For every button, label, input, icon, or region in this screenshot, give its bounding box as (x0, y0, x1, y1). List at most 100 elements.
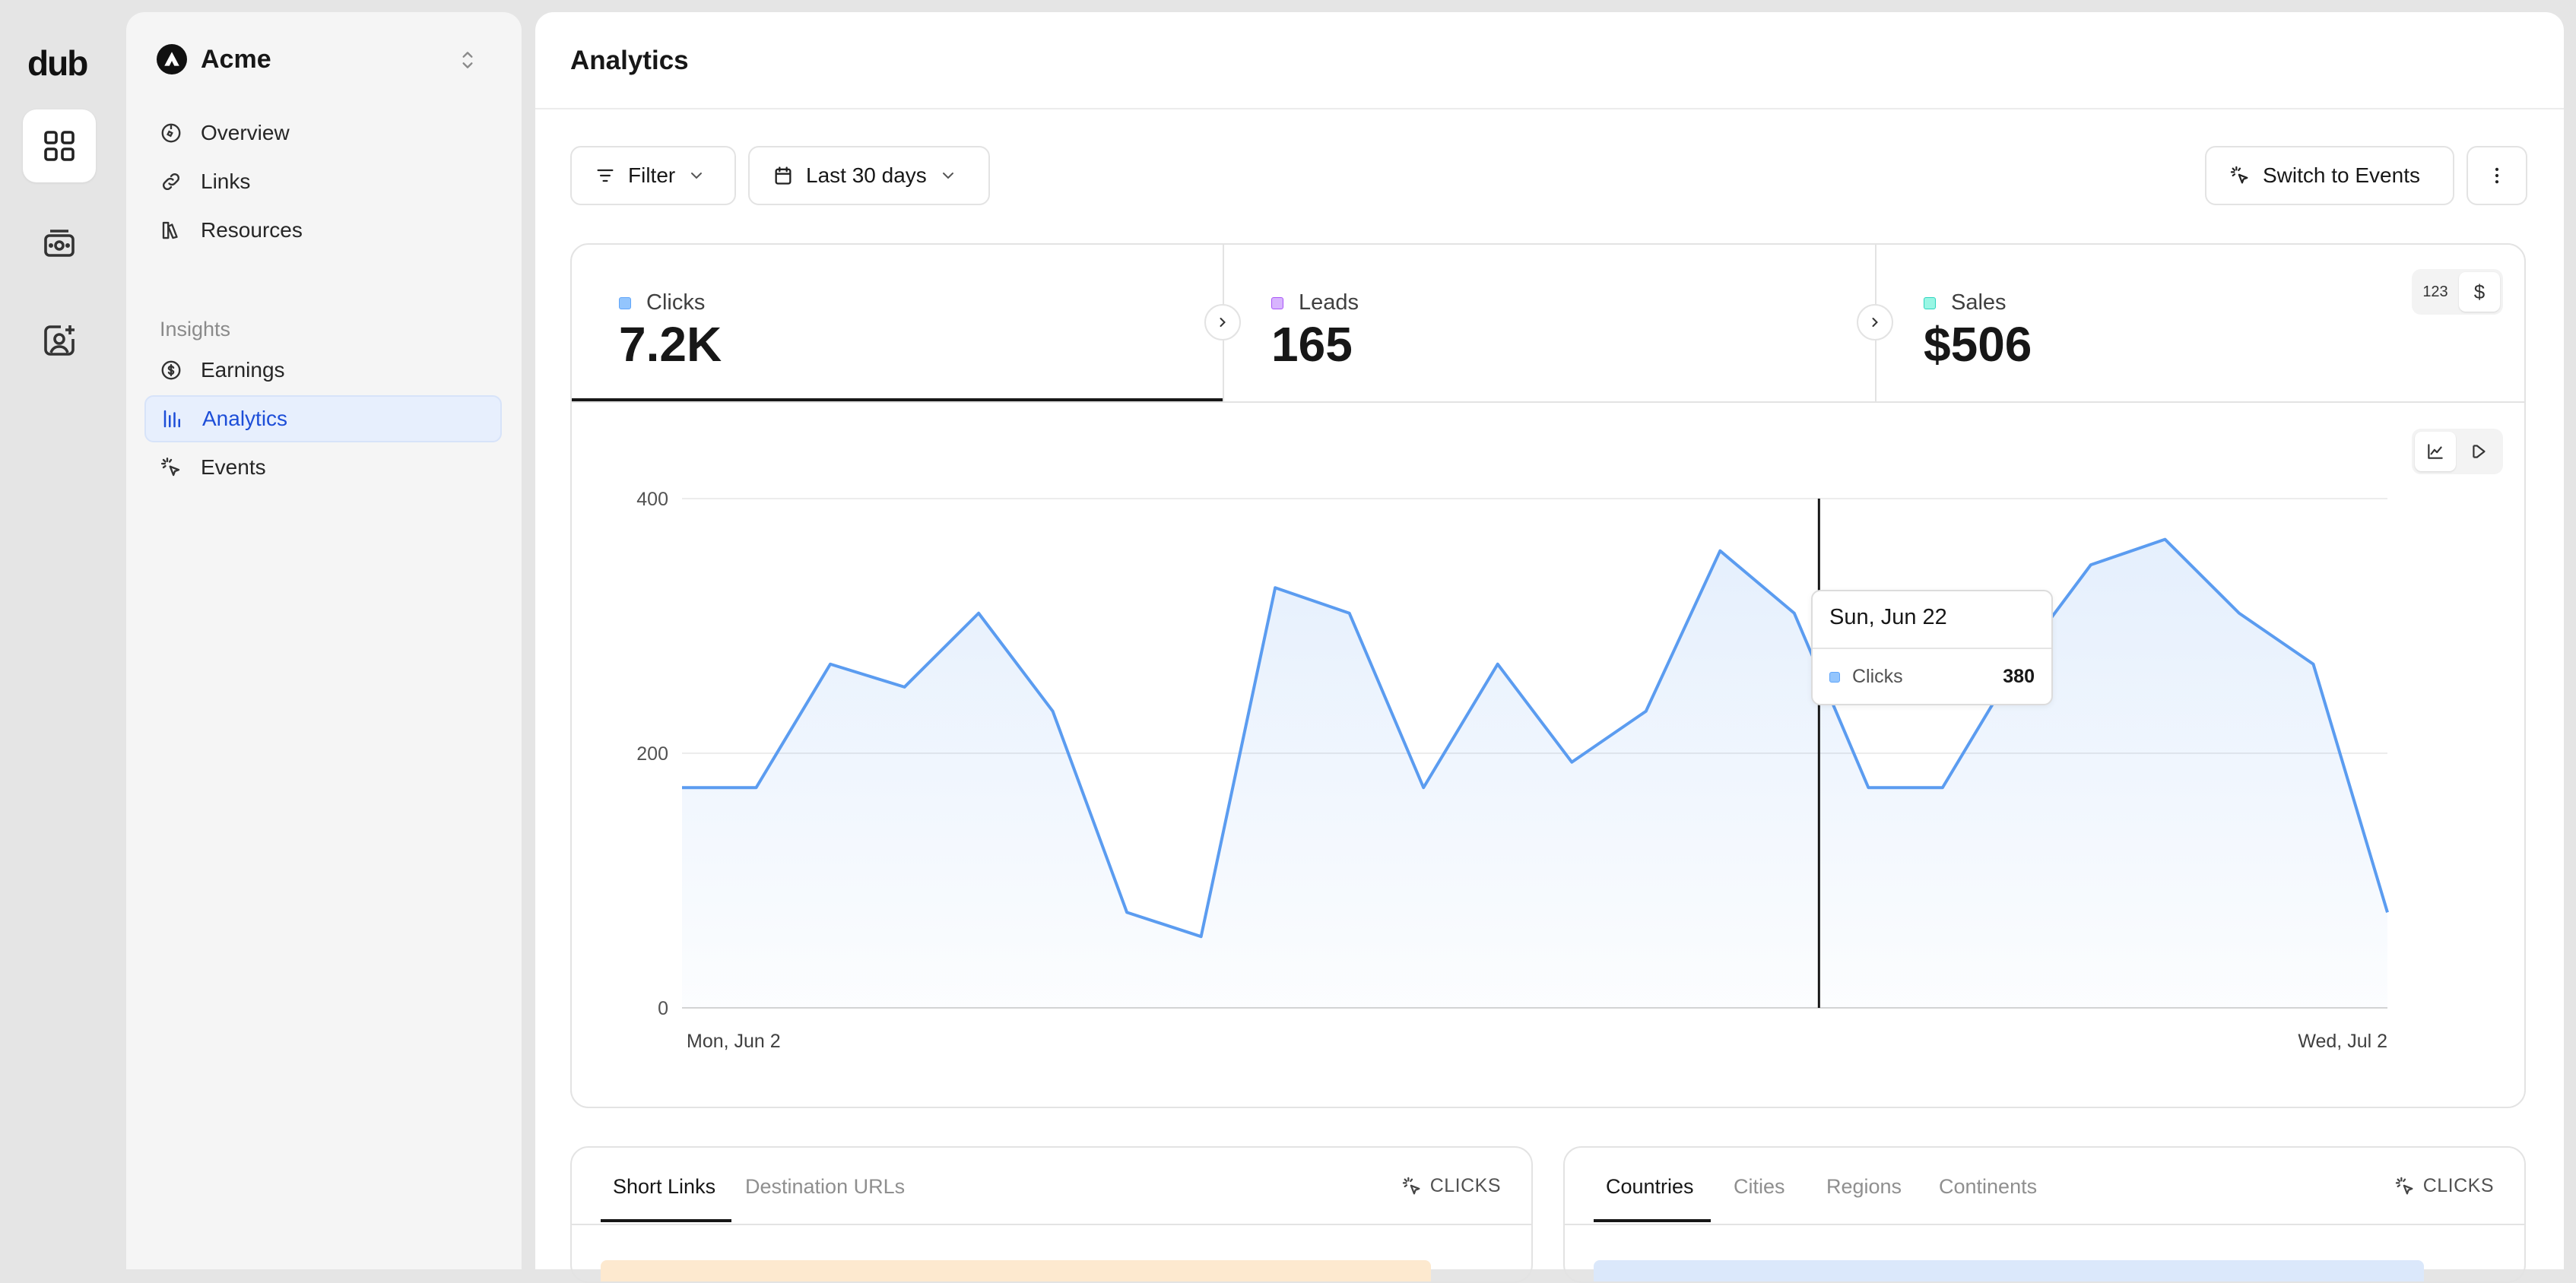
tooltip-value: 380 (2003, 666, 2035, 687)
tab-cities[interactable]: Cities (1734, 1175, 1785, 1198)
tab-regions[interactable]: Regions (1826, 1175, 1902, 1198)
clicks-swatch (619, 296, 631, 309)
date-range-picker[interactable]: Last 30 days (748, 146, 990, 205)
tab-destination-urls[interactable]: Destination URLs (745, 1175, 906, 1198)
stat-value-sales: $506 (1924, 317, 2032, 372)
filter-label: Filter (628, 163, 676, 187)
x-tick-label: Wed, Jul 2 (2298, 1031, 2387, 1052)
dub-logo[interactable]: dub (27, 43, 88, 83)
rail-profile-button[interactable] (23, 304, 96, 377)
tooltip-row: Clicks 380 (1829, 666, 2035, 688)
rail-programs-button[interactable] (23, 109, 96, 182)
calendar-icon (775, 166, 792, 185)
sidebar-item-links[interactable]: Links (144, 158, 502, 205)
filter-icon (597, 169, 614, 182)
link-icon (158, 169, 184, 195)
compass-icon (158, 120, 184, 146)
acme-logo-icon (164, 52, 179, 66)
stat-label-row: Clicks (619, 290, 705, 315)
series-line-clicks[interactable] (682, 537, 2389, 939)
metric-indicator[interactable]: CLICKS (2394, 1175, 2494, 1197)
unit-toggle-count[interactable]: 123 (2422, 283, 2448, 300)
line-chart-icon (2428, 444, 2443, 459)
chevron-updown-icon[interactable] (458, 49, 477, 75)
tooltip-series: Clicks (1852, 666, 1903, 687)
unit-toggle: 123 $ (2412, 269, 2503, 315)
resources-icon (158, 217, 184, 243)
tooltip-date: Sun, Jun 22 (1829, 605, 1947, 629)
metric-label: CLICKS (1429, 1175, 1501, 1196)
y-tick-label: 0 (658, 998, 668, 1019)
sidebar-item-label: Overview (201, 121, 290, 144)
top-links-card: Short Links Destination URLs CLICKS (570, 1146, 1533, 1283)
more-vertical-icon (2495, 167, 2499, 184)
leads-swatch (1271, 296, 1283, 309)
active-tab-underline (572, 398, 1223, 401)
list-item-bar[interactable] (601, 1260, 1431, 1281)
page-header: Analytics (535, 12, 2564, 109)
more-options-button[interactable] (2467, 146, 2527, 205)
funnel-icon (2473, 445, 2486, 458)
tab-leads[interactable]: Leads 165 (1224, 245, 1875, 401)
sidebar-item-resources[interactable]: Resources (144, 207, 502, 254)
rail-payouts-button[interactable] (23, 207, 96, 280)
stat-label-row: Sales (1924, 290, 2007, 315)
tab-sales[interactable]: Sales $506 (1876, 245, 2524, 401)
series-area-clicks (682, 539, 2387, 1008)
bar-chart-icon (160, 406, 186, 432)
switch-to-events-button[interactable]: Switch to Events (2205, 146, 2454, 205)
next-metric-button[interactable] (1204, 304, 1241, 341)
sidebar-item-earnings[interactable]: Earnings (144, 347, 502, 394)
workspace-switcher[interactable]: Acme (157, 44, 271, 74)
cursor-rays-icon (1402, 1177, 1420, 1194)
workspace-name: Acme (201, 44, 271, 74)
dollar-circle-icon (158, 357, 184, 383)
user-add-icon (44, 325, 75, 356)
tab-continents[interactable]: Continents (1939, 1175, 2038, 1198)
stat-value-clicks: 7.2K (619, 317, 722, 372)
metric-indicator[interactable]: CLICKS (1401, 1175, 1501, 1197)
clicks-area-chart[interactable]: 400 200 0 Mon, Jun 2 Wed, Jul 2 (572, 245, 2524, 1107)
money-icon (44, 230, 75, 257)
tab-clicks[interactable]: Clicks 7.2K (572, 245, 1223, 401)
unit-toggle-currency[interactable]: $ (2459, 272, 2500, 312)
main-panel: Analytics Filter Last 30 days Switch to … (535, 12, 2564, 1283)
y-tick-label: 400 (636, 489, 668, 510)
sidebar: Acme Overview Links Resources Insights E… (126, 12, 522, 1269)
stat-label-row: Leads (1271, 290, 1359, 315)
stat-value-leads: 165 (1271, 317, 1353, 372)
divider (572, 401, 2524, 403)
switch-to-events-label: Switch to Events (2263, 163, 2420, 187)
page-title: Analytics (570, 46, 689, 75)
sidebar-item-overview[interactable]: Overview (144, 109, 502, 157)
sidebar-item-events[interactable]: Events (144, 444, 502, 491)
next-metric-button[interactable] (1857, 304, 1893, 341)
chevron-down-icon (691, 173, 703, 179)
date-range-label: Last 30 days (806, 163, 927, 187)
stat-label: Leads (1299, 290, 1359, 315)
chart-type-toggle (2412, 429, 2503, 474)
sidebar-item-label: Links (201, 169, 251, 193)
sidebar-item-analytics[interactable]: Analytics (144, 395, 502, 442)
cursor-rays-icon (158, 455, 184, 480)
list-item-bar[interactable] (1594, 1260, 2424, 1281)
sidebar-item-label: Earnings (201, 358, 285, 382)
clicks-swatch (1829, 671, 1840, 683)
active-tab-underline (1594, 1219, 1711, 1222)
tab-countries[interactable]: Countries (1606, 1175, 1694, 1198)
active-tab-underline (601, 1219, 731, 1222)
sales-swatch (1924, 296, 1936, 309)
line-chart-toggle[interactable] (2415, 432, 2456, 471)
chevron-right-icon (1220, 318, 1226, 327)
sidebar-item-label: Resources (201, 218, 303, 242)
filter-button[interactable]: Filter (570, 146, 736, 205)
grid-icon (44, 131, 75, 161)
stat-label: Clicks (646, 290, 706, 315)
tab-short-links[interactable]: Short Links (613, 1175, 716, 1198)
x-tick-label: Mon, Jun 2 (687, 1031, 781, 1052)
funnel-chart-toggle[interactable] (2459, 432, 2500, 471)
locations-card: Countries Cities Regions Continents CLIC… (1563, 1146, 2526, 1283)
y-tick-label: 200 (636, 743, 668, 765)
chevron-down-icon (942, 173, 953, 179)
divider (1813, 648, 2051, 649)
